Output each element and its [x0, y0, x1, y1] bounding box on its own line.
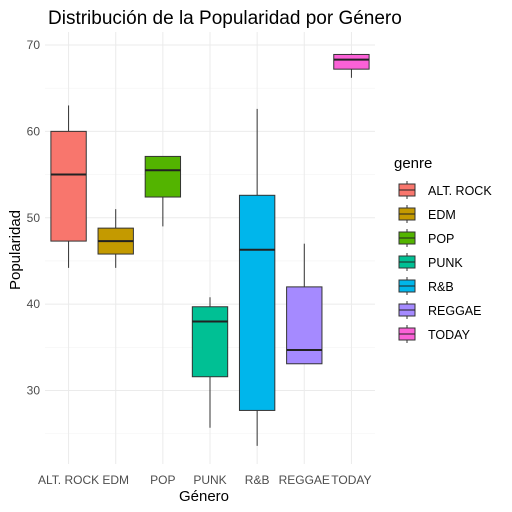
box-2	[97, 209, 134, 268]
box-body	[238, 194, 276, 411]
box-body	[286, 286, 323, 365]
box-7	[333, 53, 370, 78]
y-tick-label: 70	[27, 38, 41, 52]
legend-item: ALT. ROCK	[398, 181, 492, 199]
x-axis-ticks: ALT. ROCK EDM POP PUNK R&B REGGAE TODAY	[38, 473, 372, 487]
legend-item: EDM	[398, 205, 456, 223]
legend-label: EDM	[428, 208, 456, 222]
box-body	[50, 130, 87, 242]
x-tick-label: ALT. ROCK	[38, 473, 99, 487]
y-tick-label: 50	[27, 211, 41, 225]
x-tick-label: POP	[150, 473, 175, 487]
legend: genre ALT. ROCK EDM POP PUNK R&B REGGAE TODAY	[394, 155, 492, 343]
plot-boxes	[50, 53, 370, 446]
legend-item: POP	[398, 229, 454, 247]
x-axis-title: Género	[179, 488, 229, 505]
box-body	[191, 306, 229, 378]
legend-item: REGGAE	[398, 301, 482, 319]
box-5	[238, 108, 276, 446]
legend-item: PUNK	[398, 253, 463, 271]
box-6	[286, 243, 323, 365]
y-tick-label: 60	[27, 124, 41, 138]
y-tick-label: 30	[27, 384, 41, 398]
x-tick-label: EDM	[102, 473, 129, 487]
box-body	[144, 155, 182, 198]
legend-label: PUNK	[428, 256, 463, 270]
y-axis-ticks: 30 40 50 60 70	[27, 38, 41, 398]
chart-title: Distribución de la Popularidad por Géner…	[48, 8, 402, 29]
legend-item: TODAY	[398, 325, 471, 343]
box-4	[191, 297, 229, 428]
y-axis-title: Popularidad	[7, 210, 24, 290]
legend-label: TODAY	[428, 328, 471, 342]
x-tick-label: TODAY	[331, 473, 371, 487]
x-tick-label: R&B	[245, 473, 270, 487]
box-3	[144, 155, 182, 227]
legend-label: R&B	[428, 280, 454, 294]
x-tick-label: PUNK	[193, 473, 226, 487]
legend-title: genre	[394, 155, 432, 172]
legend-item: R&B	[398, 277, 454, 295]
legend-label: REGGAE	[428, 304, 482, 318]
legend-label: POP	[428, 232, 454, 246]
box-1	[50, 105, 87, 268]
y-tick-label: 40	[27, 297, 41, 311]
x-tick-label: REGGAE	[279, 473, 330, 487]
legend-label: ALT. ROCK	[428, 184, 492, 198]
box-body	[333, 53, 370, 70]
